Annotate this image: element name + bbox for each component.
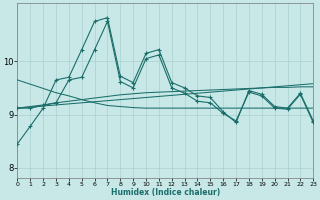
X-axis label: Humidex (Indice chaleur): Humidex (Indice chaleur) [111, 188, 220, 197]
